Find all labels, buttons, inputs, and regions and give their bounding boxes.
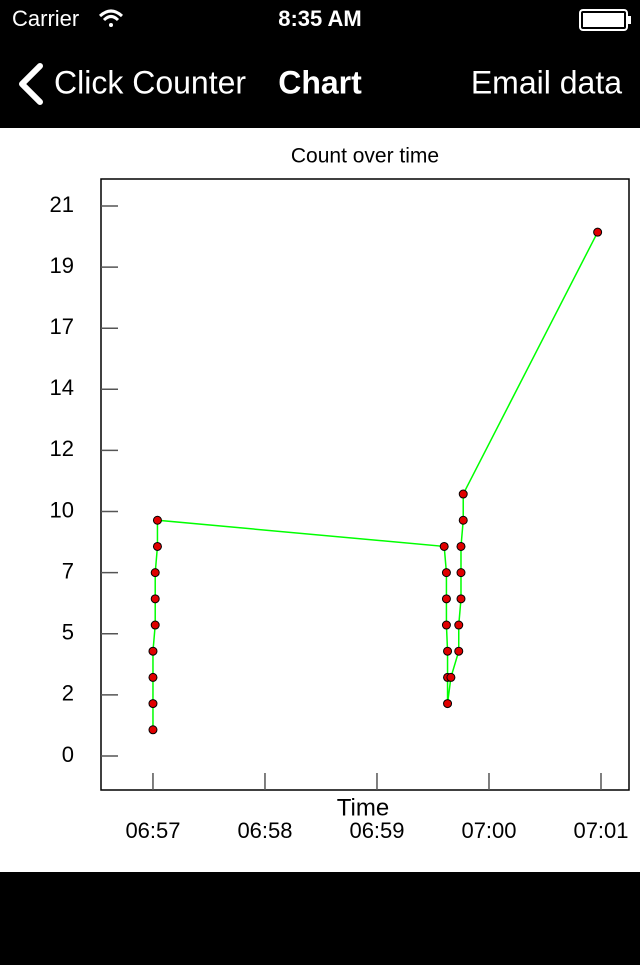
y-tick-label: 10 xyxy=(50,497,74,522)
plot-frame xyxy=(100,178,630,791)
data-point xyxy=(152,541,162,551)
clock: 8:35 AM xyxy=(278,6,362,31)
x-tick-label: 07:00 xyxy=(461,818,516,843)
x-tick-label: 06:58 xyxy=(237,818,292,843)
data-point xyxy=(446,672,456,682)
wifi-icon xyxy=(98,9,124,27)
y-tick-label: 5 xyxy=(62,620,74,645)
data-point xyxy=(454,646,464,656)
email-button[interactable]: Email data xyxy=(471,64,622,100)
data-point xyxy=(456,541,466,551)
y-tick-label: 12 xyxy=(50,436,74,461)
data-point xyxy=(441,594,451,604)
data-point xyxy=(441,568,451,578)
data-point xyxy=(443,699,453,709)
carrier: Carrier xyxy=(12,6,79,31)
y-tick-label: 7 xyxy=(62,558,74,583)
data-point xyxy=(150,620,160,630)
y-tick-label: 14 xyxy=(50,375,74,400)
back-chevron[interactable] xyxy=(19,63,43,105)
nav-title: Chart xyxy=(278,64,362,100)
data-point xyxy=(148,699,158,709)
data-point xyxy=(441,620,451,630)
data-point xyxy=(150,594,160,604)
data-point xyxy=(152,515,162,525)
data-point xyxy=(454,620,464,630)
data-point xyxy=(593,227,603,237)
data-point xyxy=(148,646,158,656)
content-area xyxy=(0,128,640,872)
y-tick-label: 19 xyxy=(50,253,74,278)
data-point xyxy=(148,672,158,682)
back-button[interactable]: Click Counter xyxy=(54,64,246,100)
battery-icon xyxy=(579,9,631,31)
y-tick-label: 21 xyxy=(50,192,74,217)
x-axis-label: Time xyxy=(337,794,389,821)
data-point xyxy=(148,725,158,735)
x-tick-label: 07:01 xyxy=(573,818,628,843)
data-point xyxy=(456,568,466,578)
data-point xyxy=(150,568,160,578)
data-point xyxy=(443,646,453,656)
x-tick-label: 06:59 xyxy=(349,818,404,843)
data-point xyxy=(456,594,466,604)
x-tick-label: 06:57 xyxy=(125,818,180,843)
data-point xyxy=(458,515,468,525)
chart-title: Count over time xyxy=(291,145,439,168)
y-tick-label: 17 xyxy=(50,314,74,339)
y-tick-label: 0 xyxy=(62,742,74,767)
data-point xyxy=(439,541,449,551)
data-point xyxy=(458,489,468,499)
y-tick-label: 2 xyxy=(62,681,74,706)
